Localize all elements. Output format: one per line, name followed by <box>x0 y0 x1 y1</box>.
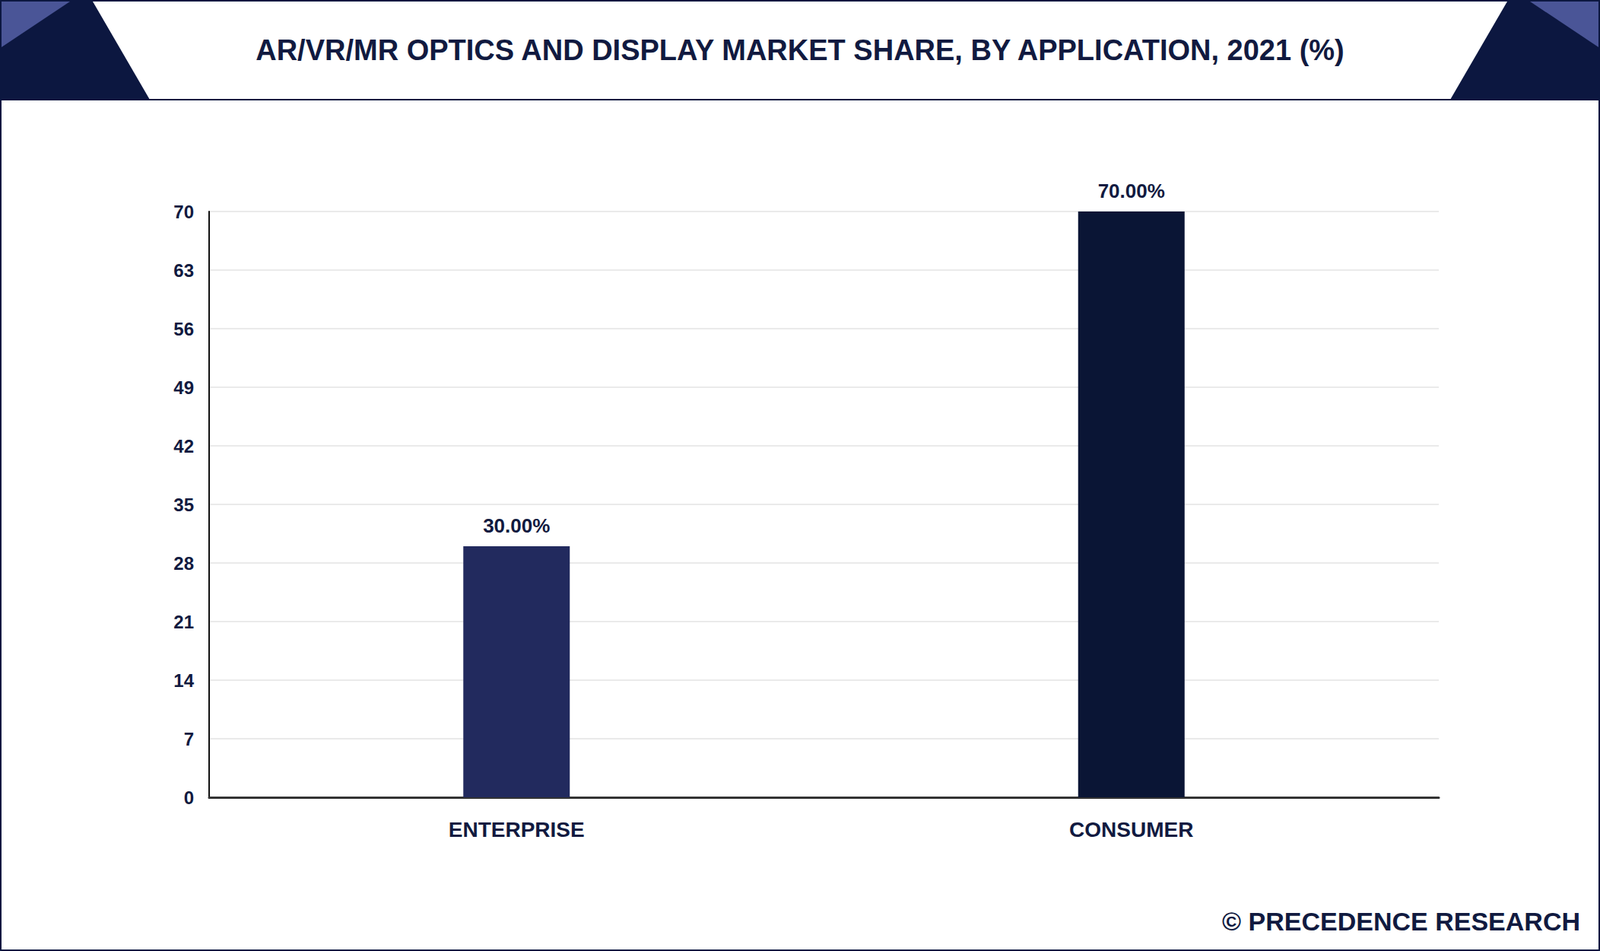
svg-text:56: 56 <box>173 318 194 340</box>
svg-text:7: 7 <box>184 728 194 750</box>
svg-text:21: 21 <box>173 611 194 632</box>
svg-text:42: 42 <box>173 435 194 457</box>
svg-text:35: 35 <box>173 494 194 515</box>
svg-text:ENTERPRISE: ENTERPRISE <box>448 817 585 842</box>
svg-text:30.00%: 30.00% <box>482 514 550 537</box>
svg-text:CONSUMER: CONSUMER <box>1069 817 1194 842</box>
svg-text:28: 28 <box>173 552 194 574</box>
svg-text:63: 63 <box>173 260 194 281</box>
svg-text:49: 49 <box>173 377 194 398</box>
svg-text:70: 70 <box>173 201 194 223</box>
svg-text:0: 0 <box>184 787 194 808</box>
svg-text:14: 14 <box>173 669 194 691</box>
svg-text:© PRECEDENCE RESEARCH: © PRECEDENCE RESEARCH <box>1222 906 1581 936</box>
svg-text:70.00%: 70.00% <box>1098 179 1166 203</box>
svg-text:AR/VR/MR OPTICS AND DISPLAY MA: AR/VR/MR OPTICS AND DISPLAY MARKET SHARE… <box>255 34 1345 67</box>
